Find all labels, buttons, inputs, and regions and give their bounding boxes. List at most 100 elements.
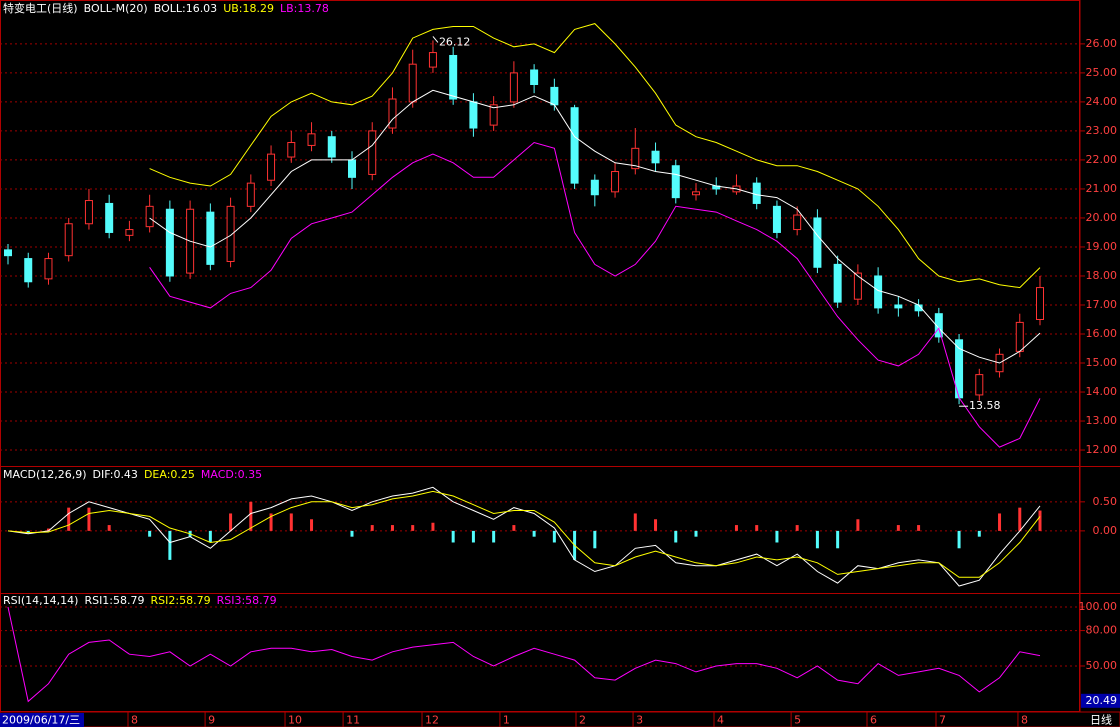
candle-body [1015, 321, 1024, 352]
y-tick-label: 13.00 [1086, 414, 1118, 427]
candle-body [793, 214, 802, 231]
candle-body [1036, 287, 1044, 320]
y-tick-label: 15.00 [1086, 356, 1118, 369]
candle-body [631, 147, 640, 170]
candle-body [125, 229, 134, 236]
date-bar [0, 711, 1120, 727]
y-tick-label: 21.00 [1086, 182, 1118, 195]
candle-body [287, 142, 296, 158]
period-label: 日线 [1090, 713, 1112, 727]
candle-body [611, 171, 620, 193]
y-tick-label: 22.00 [1086, 153, 1118, 166]
y-tick-label: 50.00 [1086, 659, 1118, 672]
candle-body [590, 179, 599, 196]
legend-entry: RSI3:58.79 [217, 594, 277, 607]
candle-body [874, 275, 883, 309]
y-tick-label: 17.00 [1086, 298, 1118, 311]
y-tick-label: 20.00 [1086, 211, 1118, 224]
x-tick-label: 1 [503, 714, 510, 727]
candle-body [105, 202, 114, 233]
y-tick-label: 0.50 [1093, 495, 1118, 508]
indicator-line [7, 606, 1041, 703]
legend-entry: MACD(12,26,9) [3, 468, 87, 481]
candle-body [813, 217, 822, 268]
candle-body [408, 63, 417, 103]
legend-entry: MACD:0.35 [201, 468, 262, 481]
high-annotation: 26.12 [439, 35, 471, 48]
candle-body [449, 54, 458, 100]
candle-body [327, 136, 336, 158]
x-tick-label: 11 [346, 714, 360, 727]
legend-entry: RSI2:58.79 [151, 594, 211, 607]
candle-body [165, 208, 174, 277]
legend-entry: RSI1:58.79 [84, 594, 144, 607]
y-tick-label: 24.00 [1086, 95, 1118, 108]
y-tick-label: 14.00 [1086, 385, 1118, 398]
low-annotation: 13.58 [969, 399, 1001, 412]
x-tick-label: 12 [425, 714, 439, 727]
high-pointer [432, 36, 439, 43]
candle-body [206, 211, 215, 265]
x-tick-label: 4 [717, 714, 724, 727]
x-tick-label: 6 [870, 714, 877, 727]
y-tick-label: 26.00 [1086, 37, 1118, 50]
candle-body [307, 133, 316, 146]
legend-entry: DEA:0.25 [144, 468, 195, 481]
x-tick-label: 2 [579, 714, 586, 727]
candle-body [24, 258, 33, 283]
candle-body [853, 272, 862, 300]
candle-body [894, 304, 903, 309]
candle-body [84, 200, 93, 225]
indicator-line [149, 89, 1041, 364]
legend: MACD(12,26,9) DIF:0.43 DEA:0.25 MACD:0.35 [3, 468, 262, 481]
candle-body [509, 72, 518, 103]
x-tick-label: 7 [939, 714, 946, 727]
y-tick-label: 18.00 [1086, 269, 1118, 282]
legend-entry: 特变电工(日线) [3, 1, 78, 15]
candle-body [550, 86, 559, 106]
cursor-value-bg [1081, 693, 1120, 708]
candle-body [530, 69, 539, 85]
legend: 特变电工(日线) BOLL-M(20) BOLL:16.03 UB:18.29 LB:1… [3, 1, 329, 15]
legend: RSI(14,14,14) RSI1:58.79 RSI2:58.79 RSI3:58… [3, 594, 277, 607]
x-tick-label: 8 [131, 714, 138, 727]
y-tick-label: 16.00 [1086, 327, 1118, 340]
y-tick-label: 23.00 [1086, 124, 1118, 137]
y-tick-label: 100.00 [1079, 600, 1118, 613]
candle-body [469, 101, 478, 129]
legend-entry: LB:13.78 [280, 2, 329, 15]
candle-body [752, 182, 761, 204]
candle-body [368, 130, 377, 175]
candle-body [772, 205, 781, 233]
x-tick-label: 10 [288, 714, 302, 727]
candle-body [489, 104, 498, 126]
candle-body [226, 205, 235, 262]
legend-entry: BOLL-M(20) [84, 2, 148, 15]
cursor-value: 20.49 [1086, 694, 1118, 707]
legend-entry: RSI(14,14,14) [3, 594, 78, 607]
legend-entry: UB:18.29 [223, 2, 274, 15]
candle-body [145, 205, 154, 228]
x-tick-label: 3 [636, 714, 643, 727]
y-tick-label: 25.00 [1086, 66, 1118, 79]
cursor-date-bg [0, 713, 84, 727]
candle-body [64, 223, 73, 257]
candle-body [975, 374, 984, 396]
y-tick-label: 80.00 [1086, 624, 1118, 637]
candle-body [934, 313, 943, 338]
candle-body [44, 258, 53, 280]
candle-body [348, 159, 356, 178]
candle-body [671, 165, 680, 199]
y-tick-label: 0.00 [1093, 524, 1118, 537]
indicator-line [7, 490, 1041, 578]
candle-body [246, 182, 255, 207]
candle-body [388, 98, 397, 129]
legend-entry: BOLL:16.03 [154, 2, 217, 15]
candle-body [651, 150, 660, 164]
candle-body [267, 153, 276, 181]
legend-entry: DIF:0.43 [93, 468, 138, 481]
y-tick-label: 19.00 [1086, 240, 1118, 253]
x-tick-label: 9 [208, 714, 215, 727]
candle-body [4, 249, 12, 257]
